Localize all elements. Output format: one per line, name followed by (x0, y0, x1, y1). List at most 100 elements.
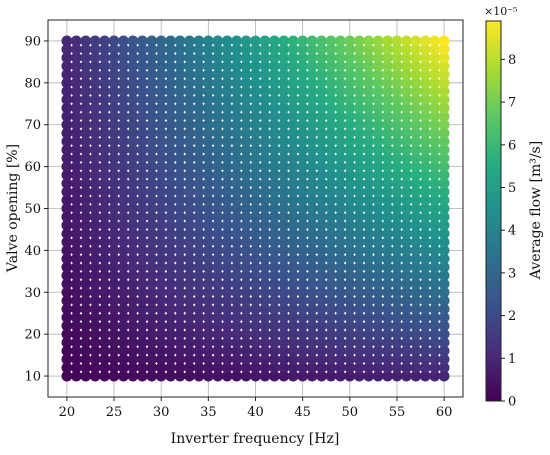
data-point (202, 60, 214, 72)
data-point (99, 60, 110, 72)
data-point (325, 219, 337, 231)
data-point (193, 353, 205, 365)
data-point (268, 337, 280, 348)
data-point (61, 312, 73, 323)
data-point (401, 85, 412, 97)
data-point (212, 244, 224, 256)
data-point (174, 152, 186, 164)
data-point (202, 228, 214, 240)
data-point (136, 169, 148, 181)
data-point (372, 77, 384, 89)
data-point (193, 169, 205, 181)
data-point (353, 312, 365, 323)
data-point (70, 312, 82, 323)
data-point (344, 295, 356, 307)
data-point (325, 328, 337, 340)
data-point (382, 295, 393, 307)
data-point (240, 295, 252, 307)
data-point (268, 136, 280, 147)
data-point (372, 203, 384, 214)
data-point (202, 236, 214, 248)
data-point (344, 261, 356, 273)
data-point (429, 161, 441, 173)
data-point (61, 345, 73, 357)
data-point (184, 35, 195, 47)
data-point (429, 244, 441, 256)
data-point (127, 52, 139, 64)
data-point (353, 77, 365, 89)
data-point (165, 244, 177, 256)
data-point (297, 119, 309, 131)
data-point (287, 186, 299, 198)
data-point (438, 77, 450, 89)
data-point (316, 295, 327, 307)
data-point (184, 52, 195, 64)
data-point (231, 362, 243, 374)
data-point (250, 270, 261, 281)
data-point (221, 320, 233, 332)
data-point (165, 110, 177, 122)
data-point (419, 85, 431, 97)
data-point (212, 211, 224, 223)
data-point (174, 127, 186, 139)
data-point (108, 161, 120, 173)
data-point (146, 312, 158, 323)
data-point (165, 337, 177, 348)
data-point (344, 85, 356, 97)
data-point (391, 77, 403, 89)
data-point (193, 136, 205, 147)
data-point (259, 119, 271, 131)
data-point (438, 337, 450, 348)
data-point (268, 85, 280, 97)
data-point (127, 253, 139, 265)
data-point (221, 261, 233, 273)
data-point (297, 362, 309, 374)
data-point (438, 320, 450, 332)
data-point (410, 345, 422, 357)
data-point (70, 102, 82, 114)
data-point (127, 177, 139, 189)
data-point (419, 119, 431, 131)
data-point (372, 144, 384, 156)
data-point (401, 270, 412, 281)
data-point (136, 261, 148, 273)
data-point (231, 169, 243, 181)
data-point (80, 52, 92, 64)
data-point (419, 362, 431, 374)
data-point (250, 328, 261, 340)
data-point (80, 261, 92, 273)
data-point (80, 228, 92, 240)
data-point (174, 110, 186, 122)
data-point (287, 337, 299, 348)
data-point (344, 110, 356, 122)
data-point (401, 353, 412, 365)
data-point (146, 60, 158, 72)
data-point (287, 194, 299, 206)
data-point (353, 69, 365, 80)
data-point (334, 219, 346, 231)
data-point (240, 370, 252, 382)
data-point (146, 278, 158, 290)
data-point (429, 94, 441, 105)
data-point (344, 119, 356, 131)
data-point (174, 295, 186, 307)
data-point (174, 353, 186, 365)
data-point (401, 203, 412, 214)
data-point (325, 169, 337, 181)
data-point (70, 337, 82, 348)
data-point (231, 35, 243, 47)
data-point (127, 261, 139, 273)
data-point (89, 253, 101, 265)
data-point (231, 119, 243, 131)
data-point (316, 211, 327, 223)
data-point (118, 312, 129, 323)
data-point (325, 102, 337, 114)
data-point (297, 144, 309, 156)
data-point (353, 194, 365, 206)
data-point (353, 270, 365, 281)
data-point (268, 52, 280, 64)
data-point (410, 312, 422, 323)
data-point (240, 119, 252, 131)
data-point (165, 152, 177, 164)
